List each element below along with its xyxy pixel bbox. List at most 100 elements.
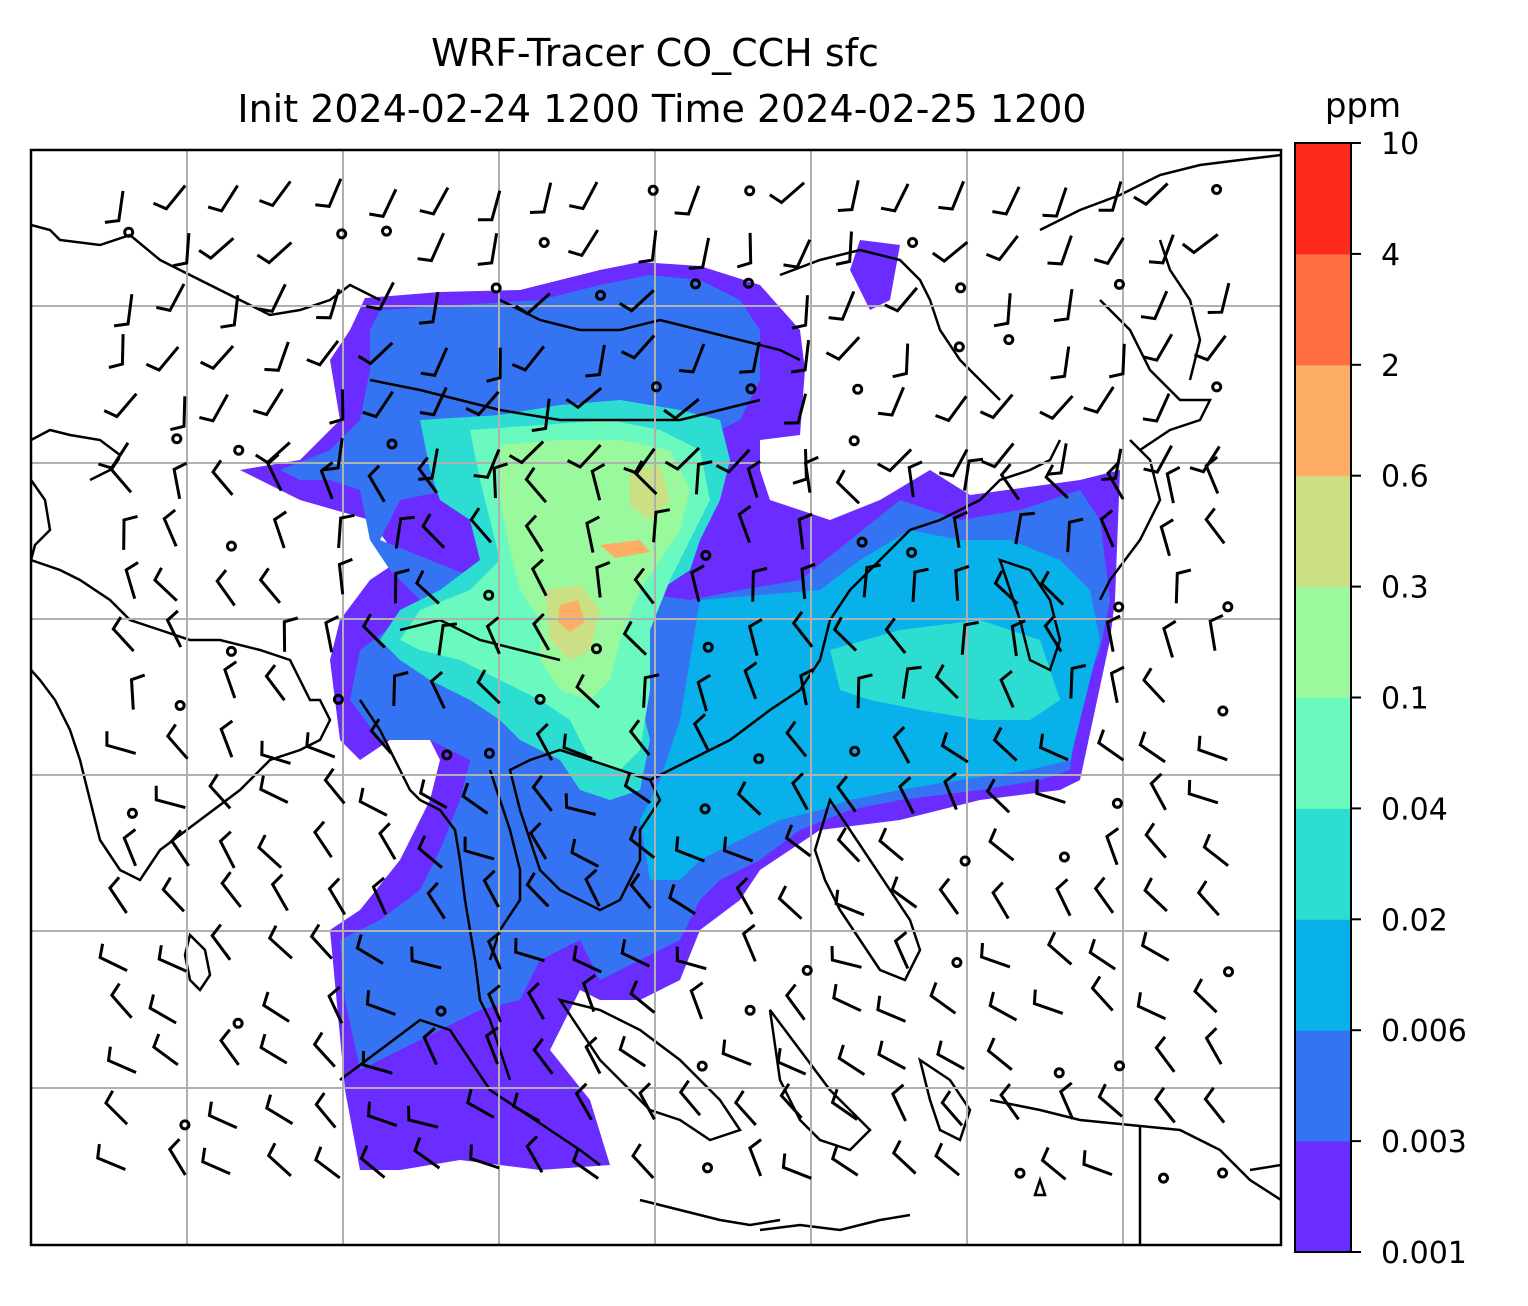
wind-barb: [892, 343, 910, 379]
wind-barb: [219, 1028, 240, 1066]
wind-barb: [938, 877, 960, 915]
wind-barb: [258, 180, 292, 208]
wind-barb: [394, 568, 410, 604]
wind-barb: [369, 718, 393, 755]
wind-barb: [1099, 509, 1115, 548]
wind-barb: [426, 881, 446, 920]
wind-barb: [266, 453, 283, 492]
wind-barb: [688, 237, 711, 270]
calm-wind-marker: [1222, 601, 1234, 613]
wind-barb: [167, 1138, 187, 1176]
wind-barb: [988, 991, 1018, 1022]
wind-barb: [514, 938, 545, 963]
wind-barb: [735, 877, 754, 915]
wind-barb: [524, 466, 548, 504]
wind-barb: [784, 824, 812, 858]
wind-barb: [122, 828, 137, 867]
wind-barb: [259, 775, 289, 804]
wind-barb: [954, 564, 970, 601]
wind-barb: [106, 1046, 137, 1074]
wind-barb: [784, 983, 806, 1021]
wind-barb: [1149, 772, 1167, 811]
calm-wind-marker: [801, 964, 813, 976]
wind-barb: [524, 514, 544, 553]
wind-barb: [461, 782, 489, 815]
wind-barb: [584, 1036, 602, 1075]
calm-wind-marker: [1217, 1167, 1229, 1179]
wind-barb: [1046, 931, 1073, 966]
wind-barb: [463, 836, 495, 861]
wind-barb: [477, 190, 502, 222]
wind-barb: [361, 1050, 393, 1075]
wind-barb: [324, 437, 344, 472]
wind-barb: [980, 942, 1011, 969]
wind-barb: [993, 293, 1012, 328]
wind-barb: [199, 393, 229, 423]
wind-barb: [265, 1094, 294, 1125]
wind-barb: [337, 557, 353, 595]
wind-barb: [1035, 779, 1066, 804]
wind-barb: [1098, 181, 1123, 212]
wind-barb: [876, 995, 907, 1023]
wind-barb: [834, 889, 865, 917]
calm-wind-marker: [953, 341, 965, 353]
wind-barb: [981, 442, 1015, 469]
wind-barb: [266, 1142, 292, 1178]
wind-barb: [832, 983, 862, 1013]
calm-wind-marker: [647, 184, 659, 196]
wind-barb: [108, 334, 125, 369]
wind-barb: [1097, 1083, 1124, 1118]
wind-barb: [421, 513, 446, 549]
wind-barb: [306, 339, 340, 367]
wind-barb: [1142, 392, 1171, 423]
wind-barb: [1159, 518, 1174, 557]
wind-barb: [1069, 663, 1087, 699]
wind-barb: [663, 398, 700, 421]
wind-barb: [429, 670, 446, 710]
wind-barb: [357, 341, 394, 366]
wind-barb: [358, 787, 388, 817]
calm-wind-marker: [225, 645, 237, 657]
wind-barb: [1142, 333, 1174, 362]
wind-barb: [111, 616, 135, 653]
wind-barb: [1050, 346, 1071, 380]
contour-fill-skyblue: [640, 530, 1100, 880]
calm-wind-marker: [595, 289, 606, 301]
wind-barb: [1204, 455, 1220, 494]
wind-barb: [365, 989, 397, 1016]
wind-barb: [963, 457, 984, 491]
wind-barb: [316, 288, 341, 320]
wind-barb: [1088, 938, 1117, 971]
wind-barb: [911, 567, 929, 602]
wind-barb: [739, 341, 761, 374]
wind-barb: [1039, 570, 1065, 606]
wind-barb: [199, 344, 235, 371]
wind-barb: [799, 668, 814, 706]
wind-barb: [1058, 1081, 1075, 1120]
wind-barb: [210, 923, 232, 961]
wind-barb: [1090, 975, 1114, 1012]
wind-barb: [153, 567, 178, 602]
wind-barb: [1053, 288, 1074, 323]
wind-barb: [1144, 822, 1167, 859]
wind-barb: [791, 339, 811, 374]
wind-barb: [570, 838, 600, 868]
calm-wind-marker: [959, 855, 971, 867]
wind-barb: [105, 731, 137, 755]
wind-barb: [678, 343, 706, 374]
wind-barb: [791, 611, 814, 648]
calm-wind-marker: [744, 1004, 756, 1016]
calm-wind-marker: [1217, 705, 1229, 717]
wind-barb: [1165, 465, 1181, 504]
calm-wind-marker: [1211, 381, 1223, 393]
wind-barb: [891, 1139, 917, 1175]
wind-barb: [313, 820, 333, 859]
wind-barb: [207, 184, 239, 213]
wind-barb: [220, 295, 240, 329]
colorbar-tick-label: 0.3: [1381, 571, 1429, 606]
calm-wind-marker: [702, 641, 714, 653]
wind-barb: [145, 345, 180, 372]
wind-barb: [170, 396, 187, 432]
wind-barb: [329, 389, 345, 425]
wind-barb: [585, 515, 600, 553]
